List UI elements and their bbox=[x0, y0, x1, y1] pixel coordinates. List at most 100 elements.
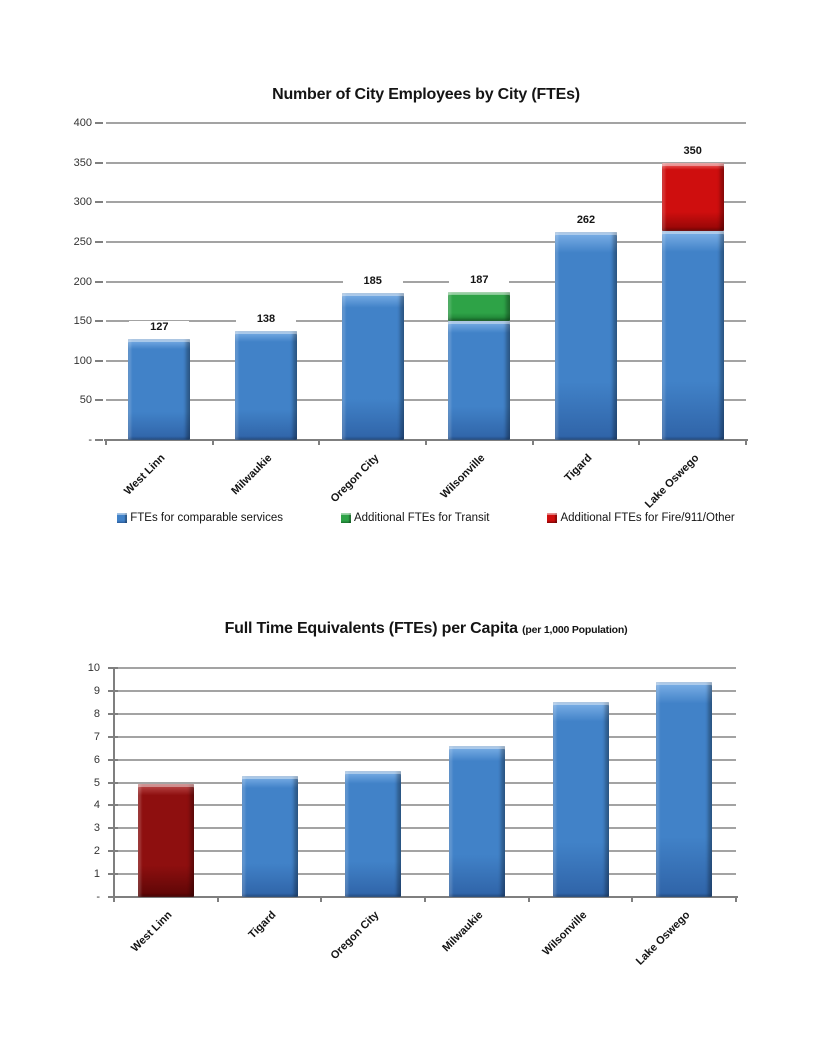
legend-item: FTEs for comparable services bbox=[117, 512, 283, 524]
y-axis-tick-mark bbox=[95, 201, 103, 204]
y-axis-tick-label: - bbox=[96, 891, 100, 903]
y-axis-tick-mark bbox=[95, 122, 103, 124]
gridline bbox=[114, 712, 736, 715]
chart1-title: Number of City Employees by City (FTEs) bbox=[272, 86, 580, 103]
bar-data-label: 138 bbox=[236, 312, 296, 326]
category-axis-tick-mark bbox=[318, 440, 321, 445]
bar-data-label: 262 bbox=[556, 214, 616, 228]
gridline bbox=[114, 873, 736, 876]
category-axis-tick-mark bbox=[425, 440, 427, 445]
category-axis-tick-mark bbox=[745, 440, 747, 445]
category-axis-tick-mark bbox=[320, 897, 323, 902]
y-axis-tick-label: - bbox=[88, 434, 92, 446]
gridline bbox=[106, 201, 746, 204]
x-axis-category-label: Oregon City bbox=[328, 909, 382, 962]
y-axis-tick-label: 10 bbox=[87, 662, 100, 674]
y-axis-tick-label: 9 bbox=[93, 684, 100, 697]
category-axis-tick-mark bbox=[424, 897, 426, 902]
y-axis-tick-label: 4 bbox=[93, 799, 100, 812]
bar-tigard bbox=[241, 775, 298, 897]
x-axis-category-label: Milwaukie bbox=[440, 909, 486, 955]
legend-item: Additional FTEs for Fire/911/Other bbox=[547, 512, 735, 524]
gridline bbox=[114, 850, 736, 853]
x-axis-category-label: Tigard bbox=[245, 909, 278, 942]
y-axis-tick-label: 250 bbox=[73, 235, 92, 248]
y-axis-tick-mark bbox=[95, 280, 103, 283]
chart1-plot-area: - 50 100 150 200 250 300 350 400 127 138 185 187 262 3… bbox=[74, 117, 748, 511]
gridline bbox=[114, 735, 736, 738]
y-axis-tick-label: 400 bbox=[73, 117, 92, 129]
value-axis-line bbox=[113, 668, 115, 901]
y-axis-tick-label: 100 bbox=[73, 354, 92, 367]
x-axis-category-label: Lake Oswego bbox=[642, 452, 702, 511]
y-axis-tick-label: 50 bbox=[79, 394, 92, 407]
bar-lake-oswego bbox=[656, 681, 713, 897]
gridline bbox=[114, 781, 736, 784]
gridline bbox=[114, 689, 736, 692]
legend-label: Additional FTEs for Transit bbox=[353, 512, 490, 524]
chart2-title: Full Time Equivalents (FTEs) per Capita … bbox=[106, 620, 746, 638]
bar-segment-tigard bbox=[555, 232, 617, 440]
y-axis-tick-label: 150 bbox=[73, 315, 92, 328]
x-axis-category-label: Lake Oswego bbox=[634, 909, 693, 968]
gridline bbox=[114, 667, 736, 669]
legend-swatch-icon bbox=[340, 513, 351, 523]
chart2-plot-area: - 1 2 3 4 5 6 7 8 9 10 West Linn Tigard Oregon City Mi… bbox=[88, 662, 738, 968]
x-axis-category-label: Wilsonville bbox=[539, 909, 589, 959]
y-axis-tick-label: 3 bbox=[93, 822, 100, 835]
bar-data-label: 127 bbox=[129, 321, 190, 335]
bar-data-label: 185 bbox=[342, 275, 403, 289]
category-axis-tick-mark bbox=[631, 897, 634, 902]
gridline bbox=[106, 359, 746, 362]
legend-label: Additional FTEs for Fire/911/Other bbox=[560, 512, 735, 524]
category-axis-tick-mark bbox=[216, 897, 219, 902]
y-axis-tick-label: 300 bbox=[73, 196, 92, 209]
y-axis-tick-mark bbox=[95, 439, 103, 441]
legend-label: FTEs for comparable services bbox=[130, 512, 283, 524]
bar-data-label: 350 bbox=[662, 144, 723, 158]
bar-segment-lake-oswego bbox=[661, 162, 724, 231]
y-axis-tick-mark bbox=[95, 161, 103, 164]
gridline bbox=[114, 758, 736, 761]
bar-segment-west-linn bbox=[128, 339, 191, 440]
x-axis-category-label: Oregon City bbox=[328, 452, 382, 505]
y-axis-tick-label: 6 bbox=[93, 753, 100, 766]
y-axis-tick-label: 7 bbox=[93, 730, 100, 743]
y-axis-tick-label: 5 bbox=[93, 776, 100, 789]
category-axis-tick-mark bbox=[105, 440, 107, 445]
bar-wilsonville bbox=[552, 702, 609, 897]
y-axis-tick-mark bbox=[95, 359, 103, 362]
gridline bbox=[106, 280, 746, 283]
bar-west-linn bbox=[137, 783, 194, 897]
legend-swatch-icon bbox=[117, 513, 128, 523]
chart2-title-main: Full Time Equivalents (FTEs) per Capita bbox=[224, 620, 518, 637]
x-axis-category-label: Tigard bbox=[562, 452, 595, 485]
bar-segment-lake-oswego bbox=[661, 230, 724, 440]
y-axis-tick-label: 2 bbox=[93, 845, 100, 858]
y-axis-tick-mark bbox=[95, 399, 103, 402]
y-axis-tick-label: 350 bbox=[73, 156, 92, 169]
bar-segment-milwaukie bbox=[235, 330, 297, 440]
category-axis-tick-mark bbox=[527, 897, 530, 902]
category-axis-tick-mark bbox=[638, 440, 641, 445]
legend-item: Additional FTEs for Transit bbox=[340, 512, 490, 524]
gridline bbox=[106, 240, 746, 243]
y-axis-tick-mark bbox=[95, 240, 103, 243]
y-axis-tick-mark bbox=[95, 320, 103, 323]
category-axis-tick-mark bbox=[735, 897, 737, 902]
x-axis-category-label: West Linn bbox=[128, 909, 175, 955]
bar-segment-oregon-city bbox=[341, 293, 404, 440]
x-axis-category-label: Milwaukie bbox=[229, 452, 275, 498]
gridline bbox=[114, 827, 736, 830]
bar-segment-wilsonville bbox=[448, 321, 511, 440]
bar-data-label: 187 bbox=[449, 273, 510, 287]
gridline bbox=[106, 122, 746, 124]
gridline bbox=[106, 161, 746, 164]
y-axis-tick-label: 1 bbox=[93, 868, 100, 881]
y-axis-tick-label: 8 bbox=[93, 707, 100, 720]
legend-swatch-icon bbox=[547, 513, 558, 523]
chart2-title-subtitle: (per 1,000 Population) bbox=[522, 624, 628, 636]
x-axis-category-label: Wilsonville bbox=[438, 452, 488, 502]
gridline bbox=[106, 399, 746, 402]
